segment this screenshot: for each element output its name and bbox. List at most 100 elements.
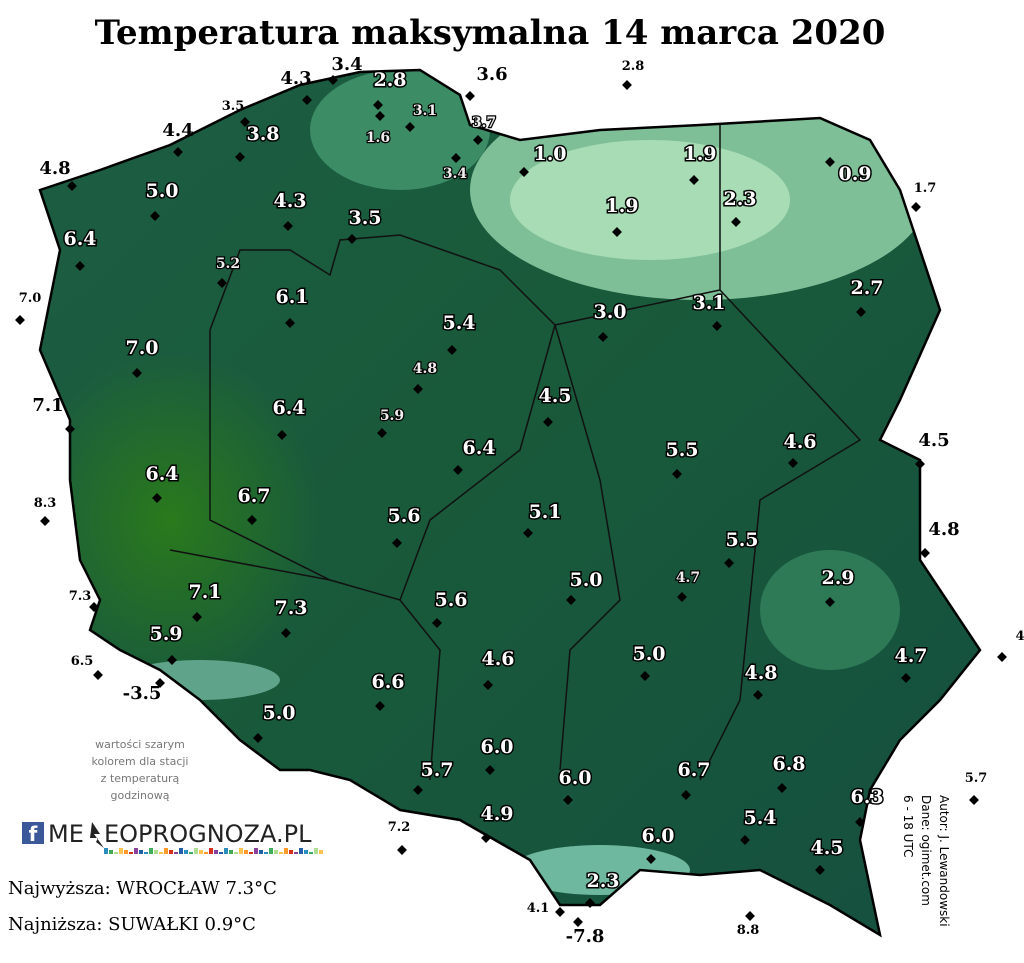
station-dot: [217, 278, 227, 288]
station-value: 5.6: [434, 589, 467, 611]
station-dot: [573, 917, 583, 927]
logo-strip: [104, 848, 108, 854]
station-dot: [167, 655, 177, 665]
station-value: 5.6: [387, 505, 420, 527]
station-dot: [485, 765, 495, 775]
station-value: 5.0: [569, 569, 602, 591]
station-dot: [413, 384, 423, 394]
station-value: 5.5: [665, 439, 698, 461]
logo-strip: [119, 848, 123, 854]
station-dot: [93, 670, 103, 680]
station-value: 6.5: [71, 654, 94, 669]
logo-strip: [289, 850, 293, 854]
note-line: wartości szarym: [95, 738, 185, 751]
logo-strip: [184, 850, 188, 854]
station-dot: [192, 612, 202, 622]
station-value: 6.7: [677, 759, 710, 781]
station-dot: [612, 227, 622, 237]
station-value: 5.0: [145, 180, 178, 202]
logo-strip: [274, 850, 278, 854]
station-value: -7.8: [566, 926, 605, 947]
station-value: 7.3: [69, 589, 92, 604]
title: Temperatura maksymalna 14 marca 2020: [95, 13, 886, 53]
logo-strip: [144, 852, 148, 854]
logo-strip: [294, 852, 298, 854]
logo-strip: [319, 850, 323, 854]
station-dot: [483, 680, 493, 690]
logo-strip: [139, 850, 143, 854]
logo-strip: [309, 852, 313, 854]
station-dot: [753, 690, 763, 700]
station-value: 1.7: [914, 181, 937, 196]
station-value: 6.4: [272, 397, 305, 419]
station-value: 5.0: [262, 702, 295, 724]
logo-strip: [299, 848, 303, 854]
logo-strip: [269, 848, 273, 854]
station-dot: [15, 315, 25, 325]
station-value: 5.9: [380, 408, 404, 424]
station-dot: [689, 175, 699, 185]
station-dot: [543, 417, 553, 427]
station-value: 6.4: [145, 463, 178, 485]
station-value: 4.5: [538, 385, 571, 407]
station-dot: [856, 307, 866, 317]
station-value: 4.1: [527, 901, 550, 916]
station-value: 3.4: [331, 54, 362, 75]
station-dot: [788, 458, 798, 468]
station-dot: [277, 430, 287, 440]
station-dot: [432, 618, 442, 628]
station-value: 2.3: [586, 870, 619, 892]
station-value: 3.8: [246, 123, 279, 145]
logo-strip: [264, 852, 268, 854]
station-dot: [247, 515, 257, 525]
station-value: 6.3: [850, 786, 883, 808]
station-value: 2.3: [723, 188, 756, 210]
logo-strip: [209, 848, 213, 854]
station-value: 7.1: [32, 395, 63, 416]
station-dot: [392, 538, 402, 548]
station-value: 6.0: [558, 767, 591, 789]
station-dot: [150, 211, 160, 221]
station-dot: [911, 202, 921, 212]
station-dot: [815, 865, 825, 875]
station-value: 4.7: [894, 645, 927, 667]
station-value: 4.5: [810, 837, 843, 859]
station-dot: [555, 907, 565, 917]
station-dot: [901, 673, 911, 683]
logo-strip: [249, 852, 253, 854]
station-dot: [397, 845, 407, 855]
station-dot: [640, 671, 650, 681]
logo-strip: [234, 852, 238, 854]
logo-strip: [114, 852, 118, 854]
logo-strip: [199, 850, 203, 854]
station-value: 2.8: [622, 59, 645, 74]
station-dot: [825, 157, 835, 167]
note-line: godzinową: [111, 789, 170, 802]
station-dot: [712, 321, 722, 331]
logo-strip: [149, 848, 153, 854]
station-dot: [285, 318, 295, 328]
station-dot: [740, 835, 750, 845]
station-value: 5.5: [725, 529, 758, 551]
station-dot: [283, 221, 293, 231]
station-value: 7.3: [274, 597, 307, 619]
logo-strip: [279, 852, 283, 854]
logo-strip: [164, 848, 168, 854]
station-dot: [585, 898, 595, 908]
station-dot: [969, 795, 979, 805]
logo-strip: [124, 850, 128, 854]
station-value: 1.9: [605, 195, 638, 217]
station-dot: [915, 459, 925, 469]
station-value: 2.7: [850, 277, 883, 299]
station-value: 5.2: [216, 256, 240, 272]
station-value: 7.1: [188, 581, 221, 603]
station-dot: [451, 153, 461, 163]
station-dot: [855, 817, 865, 827]
station-dot: [465, 91, 475, 101]
station-value: 3.7: [472, 115, 496, 131]
station-dot: [132, 368, 142, 378]
station-value: 4.7: [676, 570, 700, 586]
station-value: 3.1: [692, 292, 725, 314]
lowest: Najniższa: SUWAŁKI 0.9°C: [8, 914, 256, 935]
